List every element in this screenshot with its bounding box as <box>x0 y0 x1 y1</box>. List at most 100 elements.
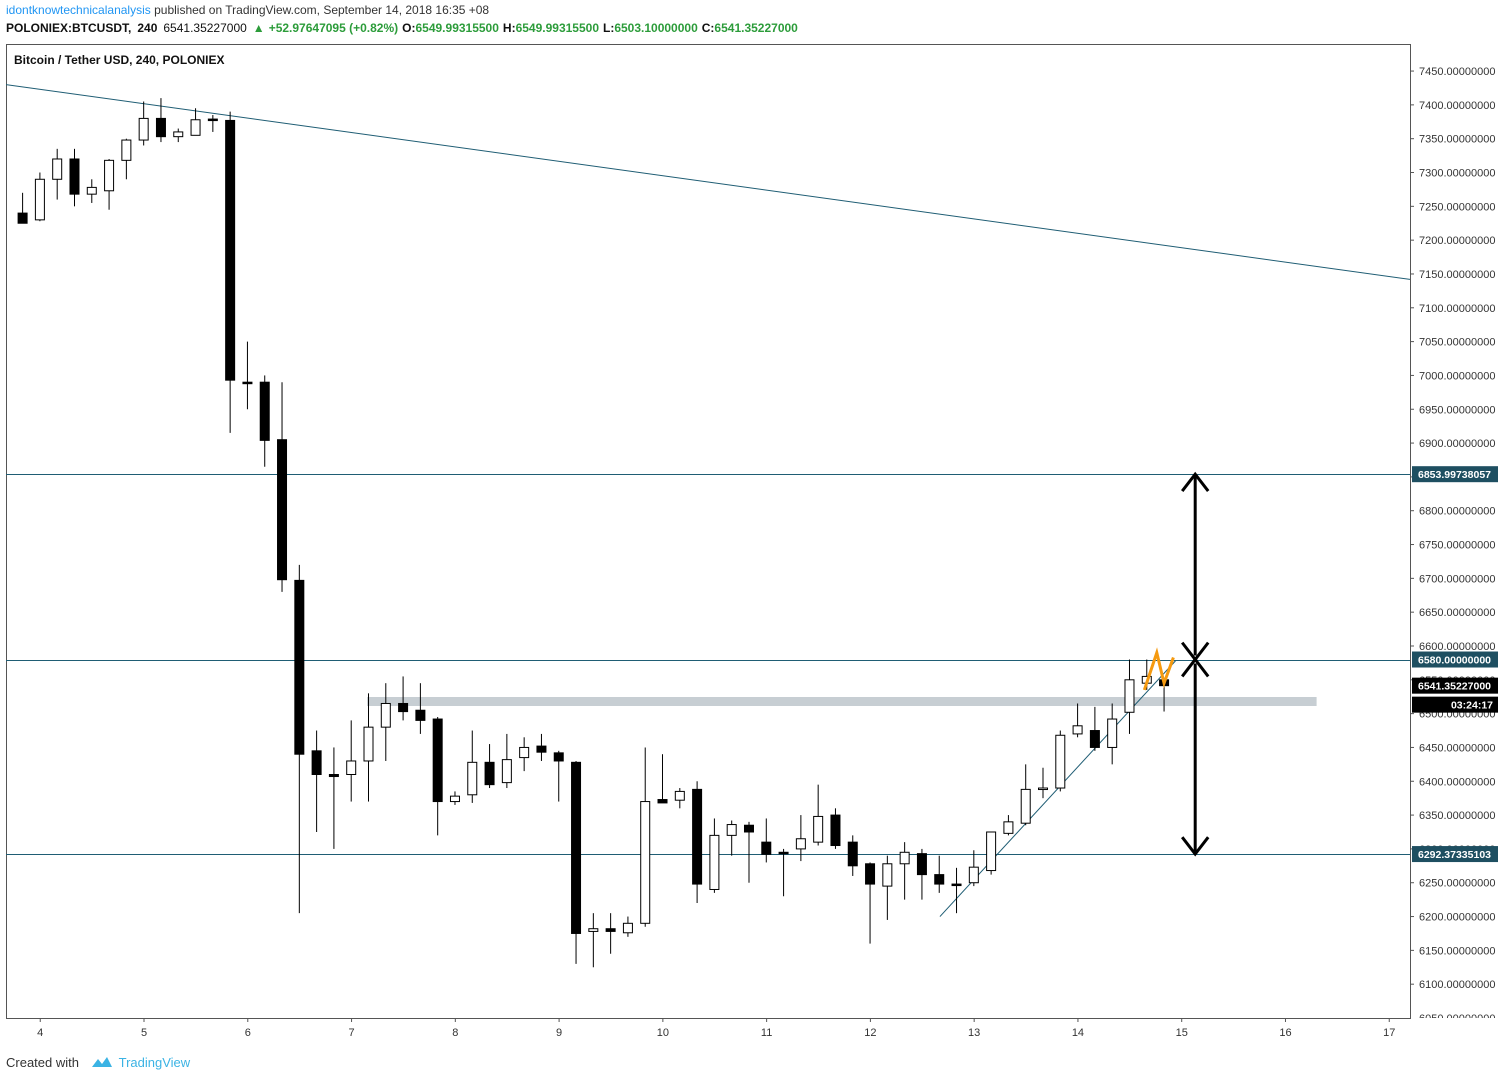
y-tick-label: 6050.00000000 <box>1419 1013 1495 1025</box>
y-tick-label: 6650.00000000 <box>1419 607 1495 619</box>
candle <box>104 158 115 210</box>
candle-body <box>709 834 720 890</box>
author-link[interactable]: idontknowtechnicalanalysis <box>6 3 151 17</box>
candle <box>432 717 443 836</box>
x-tick-label: 8 <box>452 1027 458 1039</box>
candle-body <box>726 824 737 836</box>
low-value: 6503.10000000 <box>614 21 698 35</box>
trendline[interactable] <box>939 660 1176 917</box>
candle <box>657 754 668 804</box>
candle-body <box>588 928 599 932</box>
candle-body <box>934 874 945 885</box>
candle-body <box>743 824 754 833</box>
y-tick-label: 7400.00000000 <box>1419 100 1495 112</box>
ohlc-bar: POLONIEX:BTCUSDT, 240 6541.35227000 ▲ +52.97… <box>6 21 802 35</box>
candle <box>830 808 841 849</box>
candle <box>1055 730 1066 792</box>
candle-body <box>363 726 374 762</box>
candle-body <box>449 795 460 803</box>
level-price-label: 6580.00000000 <box>1412 651 1498 668</box>
arrow-head-icon <box>1181 836 1210 857</box>
y-tick-label: 7050.00000000 <box>1419 337 1495 349</box>
candle <box>553 750 564 802</box>
last-price-label-bg <box>1412 677 1498 694</box>
candle <box>34 172 45 222</box>
candle <box>761 818 772 863</box>
candle <box>155 98 166 143</box>
candle-body <box>847 841 858 867</box>
y-tick-label: 6800.00000000 <box>1419 506 1495 518</box>
y-tick-label: 6700.00000000 <box>1419 573 1495 585</box>
candle <box>882 855 893 920</box>
level-price-label-bg <box>1412 651 1498 668</box>
candle-body <box>968 866 979 884</box>
candle-body <box>519 746 530 759</box>
last-price: 6541.35227000 <box>163 21 247 35</box>
y-tick-label: 7450.00000000 <box>1419 66 1495 78</box>
candle-body <box>398 702 409 713</box>
created-with-text: Created with <box>6 1055 79 1070</box>
candle <box>346 720 357 802</box>
candle <box>363 693 374 802</box>
candle-body <box>467 761 478 796</box>
candle <box>899 842 910 900</box>
y-tick-label: 6200.00000000 <box>1419 912 1495 924</box>
candle-body <box>813 815 824 843</box>
candle-body <box>484 761 495 786</box>
x-tick-label: 7 <box>348 1027 354 1039</box>
candle-body <box>1038 787 1049 791</box>
candle <box>121 138 132 180</box>
candle <box>571 760 582 964</box>
y-tick-label: 6600.00000000 <box>1419 641 1495 653</box>
y-tick-label: 6450.00000000 <box>1419 742 1495 754</box>
x-tick-label: 14 <box>1072 1027 1084 1039</box>
y-tick-label: 6400.00000000 <box>1419 776 1495 788</box>
level-price-label: 6292.37335103 <box>1412 846 1498 863</box>
level-price-label-bg <box>1412 846 1498 863</box>
y-tick-label: 6350.00000000 <box>1419 810 1495 822</box>
candle <box>173 128 184 143</box>
candle-body <box>761 841 772 855</box>
candle <box>1072 703 1083 738</box>
tradingview-link[interactable]: TradingView <box>118 1055 191 1070</box>
candle <box>1089 706 1100 751</box>
candle <box>709 818 720 893</box>
x-tick-label: 12 <box>864 1027 876 1039</box>
last-price-label: 6541.35227000 <box>1412 677 1498 694</box>
candle <box>519 737 530 772</box>
candle <box>449 791 460 805</box>
x-tick-label: 9 <box>556 1027 562 1039</box>
candle <box>86 179 97 203</box>
change-value: +52.97647095 (+0.82%) <box>268 21 399 35</box>
candle <box>242 341 253 410</box>
y-tick-label: 6250.00000000 <box>1419 878 1495 890</box>
candle-body <box>640 801 651 924</box>
y-tick-label: 7250.00000000 <box>1419 201 1495 213</box>
candle-body <box>1020 788 1031 824</box>
x-tick-label: 4 <box>37 1027 43 1039</box>
countdown-text: 03:24:17 <box>1451 700 1493 712</box>
x-tick-label: 10 <box>657 1027 669 1039</box>
candle-body <box>1055 734 1066 789</box>
candle <box>536 733 547 761</box>
candle <box>398 676 409 721</box>
candle <box>138 101 149 146</box>
arrow-head-icon <box>1181 471 1210 492</box>
candle-body <box>1089 730 1100 748</box>
candle-body <box>277 439 288 581</box>
candle-body <box>605 928 616 932</box>
y-tick-label: 7000.00000000 <box>1419 370 1495 382</box>
y-tick-label: 6750.00000000 <box>1419 540 1495 552</box>
symbol-label: POLONIEX:BTCUSDT, <box>6 21 132 35</box>
candle-body <box>294 579 305 755</box>
candle <box>1003 815 1014 836</box>
level-price-label-text: 6292.37335103 <box>1418 849 1491 861</box>
trendline[interactable] <box>6 84 1410 280</box>
last-price-label-text: 6541.35227000 <box>1418 681 1491 693</box>
candle <box>1124 659 1135 734</box>
close-label: C: <box>701 21 715 35</box>
candle <box>501 733 512 789</box>
publish-info: idontknowtechnicalanalysis published on … <box>6 3 489 17</box>
candle <box>1020 764 1031 826</box>
